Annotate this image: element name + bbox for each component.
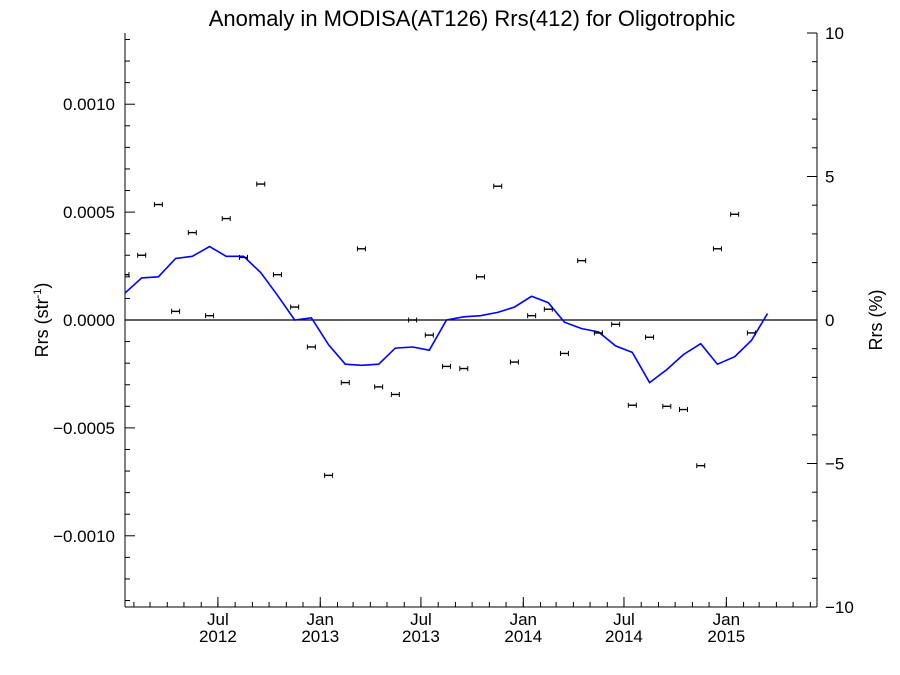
x-tick-year-label: 2012	[199, 627, 237, 646]
anomaly-point	[712, 246, 722, 252]
anomaly-point	[424, 332, 434, 338]
right-tick-label: 10	[825, 24, 844, 43]
right-tick-label: −5	[825, 455, 844, 474]
left-tick-label: 0.0010	[63, 95, 115, 114]
anomaly-point	[662, 403, 672, 409]
anomaly-point	[238, 254, 248, 260]
anomaly-point	[256, 181, 266, 187]
right-tick-label: −10	[825, 598, 854, 617]
anomaly-point	[611, 321, 621, 327]
anomaly-point	[306, 344, 316, 350]
anomaly-point	[730, 211, 740, 217]
left-axis-label-superscript: -1	[32, 289, 44, 299]
left-tick-label: −0.0005	[53, 419, 115, 438]
anomaly-point	[205, 313, 215, 319]
x-tick-year-label: 2015	[707, 627, 745, 646]
x-tick-year-label: 2014	[605, 627, 643, 646]
chart-title: Anomaly in MODISA(AT126) Rrs(412) for Ol…	[209, 6, 736, 31]
anomaly-point	[442, 363, 452, 369]
anomaly-point	[356, 246, 366, 252]
smoothed-anomaly-line	[125, 245, 769, 384]
anomaly-point	[324, 472, 334, 478]
anomaly-point	[509, 359, 519, 365]
anomaly-point	[645, 334, 655, 340]
anomaly-point	[153, 202, 163, 208]
anomaly-point	[137, 252, 147, 258]
left-tick-label: 0.0005	[63, 203, 115, 222]
right-tick-label: 0	[825, 311, 834, 330]
x-tick-month-label: Jan	[510, 610, 537, 629]
anomaly-point	[527, 313, 537, 319]
anomaly-point	[696, 463, 706, 469]
right-tick-label: 5	[825, 168, 834, 187]
x-tick-month-label: Jan	[713, 610, 740, 629]
anomaly-point	[221, 216, 231, 222]
anomaly-point	[374, 384, 384, 390]
anomaly-point	[678, 407, 688, 413]
right-axis-label: Rrs (%)	[866, 290, 886, 351]
anomaly-point	[746, 330, 756, 336]
x-tick-month-label: Jul	[410, 610, 432, 629]
plot-area: 0.0010 0.0005 0.0000 −0.0005 −0.0010 10 5 0 −5 −1…	[53, 24, 854, 646]
x-tick-year-label: 2013	[402, 627, 440, 646]
anomaly-point	[475, 274, 485, 280]
anomaly-point	[340, 380, 350, 386]
left-axis-label: Rrs (str-1)	[32, 283, 52, 358]
anomaly-point	[390, 391, 400, 397]
anomaly-point	[627, 402, 637, 408]
left-axis-label-text: Rrs (str	[32, 298, 52, 357]
anomaly-point	[543, 306, 553, 312]
x-tick-year-label: 2013	[301, 627, 339, 646]
x-tick-month-label: Jan	[307, 610, 334, 629]
anomaly-point	[171, 308, 181, 314]
x-tick-year-label: 2014	[504, 627, 542, 646]
left-axis-label-close: )	[32, 283, 52, 289]
anomaly-point	[290, 304, 300, 310]
anomaly-point	[272, 272, 282, 278]
x-tick-month-label: Jul	[613, 610, 635, 629]
x-tick-month-label: Jul	[207, 610, 229, 629]
anomaly-point	[459, 366, 469, 372]
series-group	[125, 181, 769, 478]
left-tick-label: 0.0000	[63, 311, 115, 330]
anomaly-point	[493, 183, 503, 189]
anomaly-point	[559, 350, 569, 356]
anomaly-point	[187, 230, 197, 236]
left-tick-label: −0.0010	[53, 527, 115, 546]
anomaly-point	[125, 272, 130, 278]
anomaly-point	[408, 317, 418, 323]
anomaly-point	[593, 330, 603, 336]
anomaly-point	[577, 258, 587, 264]
